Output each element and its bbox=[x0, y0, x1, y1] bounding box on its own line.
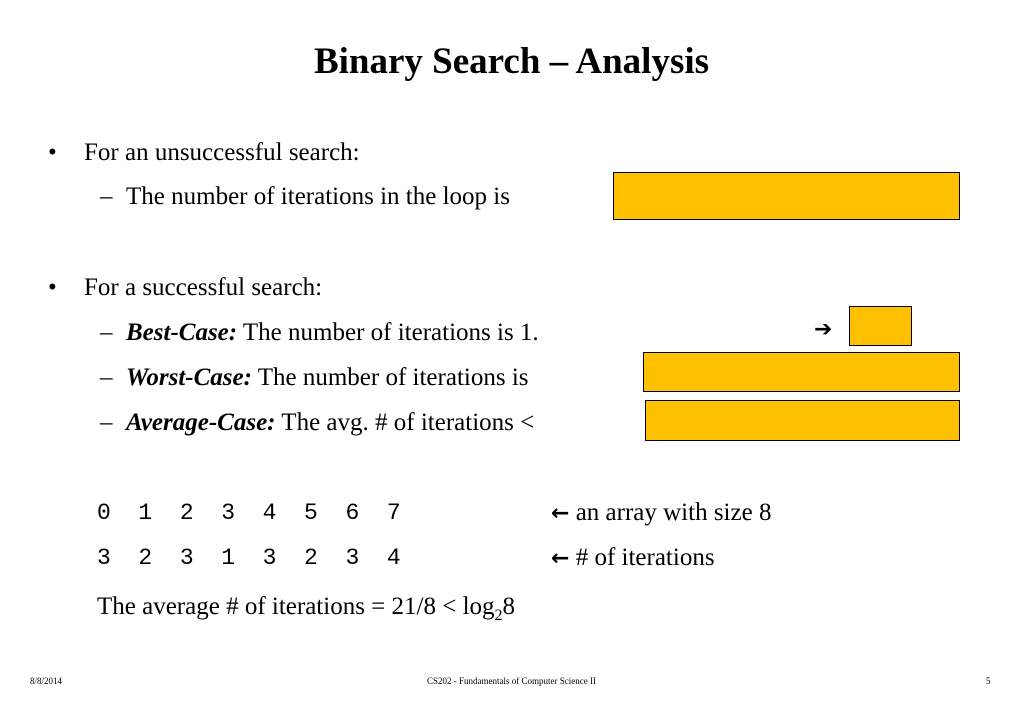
answer-cover-box bbox=[849, 306, 912, 346]
iteration-counts: 3 2 3 1 3 2 3 4 bbox=[97, 545, 401, 571]
worst-case-text: The number of iterations is bbox=[251, 364, 529, 391]
average-case-text: The avg. # of iterations < bbox=[275, 409, 535, 436]
best-case-text: The number of iterations is 1. bbox=[237, 319, 539, 346]
worst-case-line: Worst-Case: The number of iterations is bbox=[126, 363, 529, 393]
average-iterations-line: The average # of iterations = 21/8 < log… bbox=[97, 592, 516, 624]
array-indices: 0 1 2 3 4 5 6 7 bbox=[97, 500, 401, 526]
bullet-successful-search: For a successful search: bbox=[84, 274, 323, 301]
right-arrow-icon: ➔ bbox=[814, 317, 833, 342]
iteration-note-text: # of iterations bbox=[569, 544, 715, 571]
bullet-unsuccessful-search: For an unsuccessful search: bbox=[84, 139, 360, 166]
left-arrow-icon: ← bbox=[551, 546, 570, 571]
dash-marker: – bbox=[100, 319, 113, 346]
answer-cover-box bbox=[613, 172, 960, 220]
average-iterations-text: The average # of iterations = 21/8 < log bbox=[97, 593, 495, 620]
left-arrow-icon: ← bbox=[551, 501, 570, 526]
iterations-in-loop-text: The number of iterations in the loop is bbox=[126, 183, 510, 210]
array-note-text: an array with size 8 bbox=[569, 499, 772, 526]
dash-marker: – bbox=[100, 183, 113, 210]
slide-title: Binary Search – Analysis bbox=[313, 41, 710, 82]
worst-case-label: Worst-Case: bbox=[126, 364, 252, 391]
best-case-line: Best-Case: The number of iterations is 1… bbox=[126, 318, 539, 348]
log-argument: 8 bbox=[502, 593, 516, 620]
footer-page-number: 5 bbox=[986, 676, 991, 686]
dash-marker: – bbox=[100, 409, 113, 436]
footer-date: 8/8/2014 bbox=[30, 676, 63, 686]
average-case-line: Average-Case: The avg. # of iterations < bbox=[126, 408, 534, 438]
log-base: 2 bbox=[494, 607, 503, 624]
answer-cover-box bbox=[643, 352, 960, 392]
array-note-line: ← an array with size 8 bbox=[551, 498, 771, 529]
bullet-marker: • bbox=[48, 139, 57, 166]
dash-marker: – bbox=[100, 364, 113, 391]
iteration-note-line: ← # of iterations bbox=[551, 543, 715, 574]
answer-cover-box bbox=[645, 400, 960, 441]
footer-course: CS202 - Fundamentals of Computer Science… bbox=[427, 676, 596, 686]
bullet-marker: • bbox=[48, 274, 57, 301]
best-case-label: Best-Case: bbox=[126, 319, 238, 346]
average-case-label: Average-Case: bbox=[126, 409, 276, 436]
